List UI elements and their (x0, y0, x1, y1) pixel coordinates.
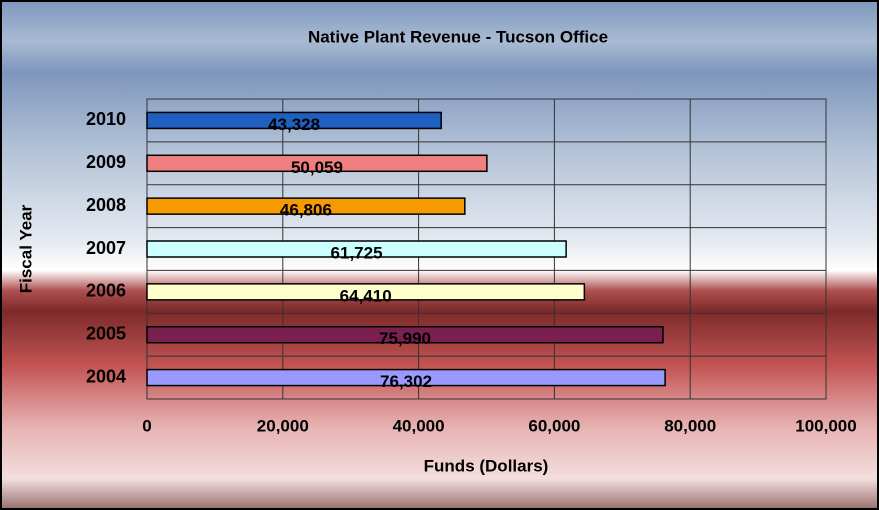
data-label: 46,806 (280, 201, 332, 220)
x-tick-label: 40,000 (393, 416, 445, 435)
y-tick-label: 2007 (86, 238, 126, 258)
x-tick-label: 100,000 (795, 416, 856, 435)
y-tick-label: 2008 (86, 195, 126, 215)
y-axis-label: Fiscal Year (16, 204, 35, 293)
y-tick-label: 2006 (86, 281, 126, 301)
bar (146, 283, 586, 301)
x-axis-label: Funds (Dollars) (424, 456, 549, 475)
data-label: 64,410 (340, 286, 392, 305)
bar (146, 197, 466, 215)
x-tick-label: 20,000 (257, 416, 309, 435)
data-label: 75,990 (379, 329, 431, 348)
data-label: 43,328 (268, 115, 320, 134)
x-tick-label: 60,000 (528, 416, 580, 435)
y-tick-label: 2005 (86, 323, 126, 343)
y-tick-label: 2009 (86, 152, 126, 172)
bar (146, 325, 664, 344)
bar (146, 240, 567, 258)
chart-title: Native Plant Revenue - Tucson Office (308, 27, 608, 46)
data-label: 50,059 (291, 158, 343, 177)
bar (146, 111, 442, 130)
bar (146, 368, 666, 387)
x-tick-label: 0 (142, 416, 151, 435)
data-label: 61,725 (331, 243, 383, 262)
bar (146, 154, 488, 173)
x-tick-label: 80,000 (664, 416, 716, 435)
y-tick-label: 2010 (86, 109, 126, 129)
y-tick-label: 2004 (86, 366, 126, 386)
data-label: 76,302 (380, 372, 432, 391)
